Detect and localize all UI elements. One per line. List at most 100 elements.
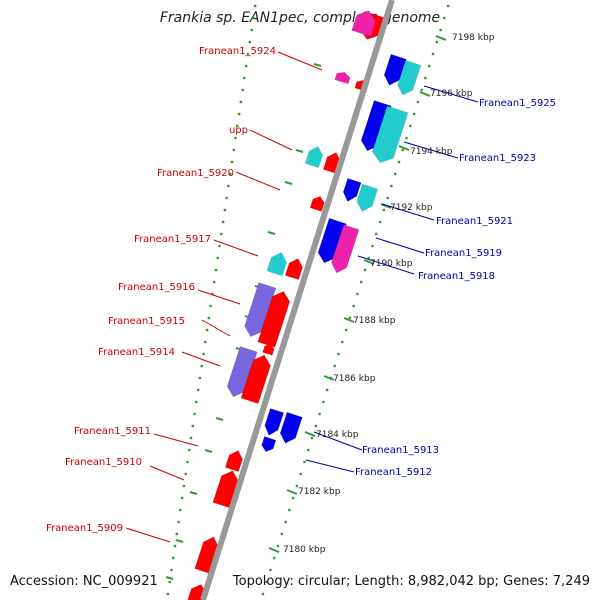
cyan-gene-feature[interactable]: [304, 144, 324, 169]
track-right-dot: [220, 232, 223, 236]
red-gene-feature[interactable]: [257, 289, 292, 348]
tick-mark: [189, 491, 198, 495]
blue-gene-feature[interactable]: [316, 217, 347, 265]
cyan-gene-feature[interactable]: [354, 183, 379, 214]
track-left-dot: [291, 496, 295, 500]
scale-label: 7192 kbp: [390, 203, 433, 213]
track-left-dot: [276, 544, 280, 548]
red-gene-feature[interactable]: [284, 256, 304, 281]
track-left-dot: [367, 256, 370, 260]
track-left-dot: [348, 316, 351, 320]
purple-gene-feature[interactable]: [225, 346, 258, 399]
tick-mark: [268, 547, 280, 553]
blue-gene-feature[interactable]: [262, 408, 285, 437]
track-left-dot: [412, 112, 416, 116]
right-gene-label[interactable]: Franean1_5913: [362, 445, 439, 456]
track-left-dot: [356, 292, 359, 296]
track-right-dot: [236, 124, 239, 128]
right-gene-label[interactable]: Franean1_5923: [459, 153, 536, 164]
magenta-gene-feature[interactable]: [351, 7, 378, 37]
tick-mark: [363, 259, 375, 265]
left-gene-label[interactable]: Franean1_5909: [46, 523, 123, 534]
blue-gene-feature[interactable]: [359, 100, 392, 153]
track-left-dot: [371, 244, 374, 248]
track-right-dot: [209, 304, 212, 308]
blue-gene-feature[interactable]: [341, 177, 362, 203]
track-right-dot: [211, 292, 214, 296]
magenta-gene-feature[interactable]: [329, 224, 360, 276]
track-right-dot: [172, 556, 175, 560]
scale-label: 7198 kbp: [452, 33, 495, 43]
track-left-dot: [443, 16, 446, 20]
red-gene-feature[interactable]: [262, 343, 276, 356]
left-gene-label[interactable]: Franean1_5914: [98, 347, 175, 358]
track-right-dot: [232, 148, 235, 152]
left-label-connector: [249, 129, 293, 151]
cyan-gene-feature[interactable]: [266, 250, 289, 277]
tick-mark: [175, 539, 184, 543]
scale-label: 7190 kbp: [370, 259, 413, 269]
right-gene-label[interactable]: Franean1_5912: [355, 467, 432, 478]
left-gene-label[interactable]: Franean1_5917: [134, 234, 211, 245]
left-label-connector: [149, 465, 185, 481]
magenta-gene-feature[interactable]: [334, 70, 351, 85]
track-left-dot: [273, 556, 276, 560]
track-left-dot: [394, 172, 397, 176]
track-right-dot: [197, 388, 200, 392]
track-right-dot: [198, 376, 202, 380]
left-gene-label[interactable]: Franean1_5920: [157, 168, 234, 179]
right-gene-label[interactable]: Franean1_5925: [479, 98, 556, 109]
track-left-dot: [386, 196, 389, 200]
left-gene-label[interactable]: Franean1_5916: [118, 282, 195, 293]
left-label-connector: [153, 433, 199, 447]
tick-mark: [398, 145, 410, 151]
track-right-dot: [177, 520, 180, 524]
left-label-connector: [197, 289, 241, 305]
blue-gene-feature[interactable]: [278, 411, 303, 445]
right-gene-label[interactable]: Franean1_5918: [418, 271, 495, 282]
red-gene-feature[interactable]: [224, 448, 244, 473]
red-gene-feature[interactable]: [240, 352, 273, 404]
track-left-dot: [409, 124, 412, 128]
blue-gene-feature[interactable]: [260, 436, 277, 453]
track-right-dot: [193, 412, 196, 416]
tick-mark: [284, 181, 293, 185]
right-gene-label[interactable]: Franean1_5921: [436, 216, 513, 227]
track-left-dot: [284, 520, 287, 524]
track-left-dot: [352, 304, 355, 308]
tick-mark: [267, 231, 276, 235]
left-gene-label[interactable]: Franean1_5911: [74, 426, 151, 437]
tick-mark: [286, 489, 298, 495]
track-right-dot: [216, 256, 219, 260]
left-gene-label[interactable]: Franean1_5924: [199, 46, 276, 57]
track-right-dot: [180, 496, 184, 500]
right-label-connector: [403, 141, 459, 159]
track-left-dot: [435, 40, 438, 44]
track-left-dot: [416, 100, 420, 104]
left-gene-label[interactable]: Franean1_5915: [108, 316, 185, 327]
red-gene-feature[interactable]: [309, 194, 326, 212]
track-right-dot: [213, 280, 216, 284]
track-right-dot: [227, 184, 230, 188]
scale-label: 7188 kbp: [353, 316, 396, 326]
left-gene-label[interactable]: Franean1_5910: [65, 457, 142, 468]
track-right-dot: [204, 340, 207, 344]
track-right-dot: [253, 4, 257, 8]
track-left-dot: [344, 328, 348, 332]
track-left-dot: [307, 448, 310, 452]
left-gene-label[interactable]: upp: [229, 125, 248, 136]
left-label-connector: [125, 527, 171, 543]
purple-gene-feature[interactable]: [242, 282, 277, 340]
track-left-dot: [341, 340, 344, 344]
track-left-dot: [424, 76, 427, 80]
right-gene-label[interactable]: Franean1_5919: [425, 248, 502, 259]
tick-mark: [435, 35, 447, 41]
cyan-gene-feature[interactable]: [370, 105, 409, 166]
tick-mark: [323, 375, 335, 381]
track-left-dot: [310, 436, 314, 440]
track-left-dot: [375, 232, 378, 236]
track-right-dot: [218, 244, 221, 248]
cyan-gene-feature[interactable]: [395, 59, 422, 97]
scale-label: 7196 kbp: [430, 89, 473, 99]
blue-gene-feature[interactable]: [382, 53, 407, 87]
